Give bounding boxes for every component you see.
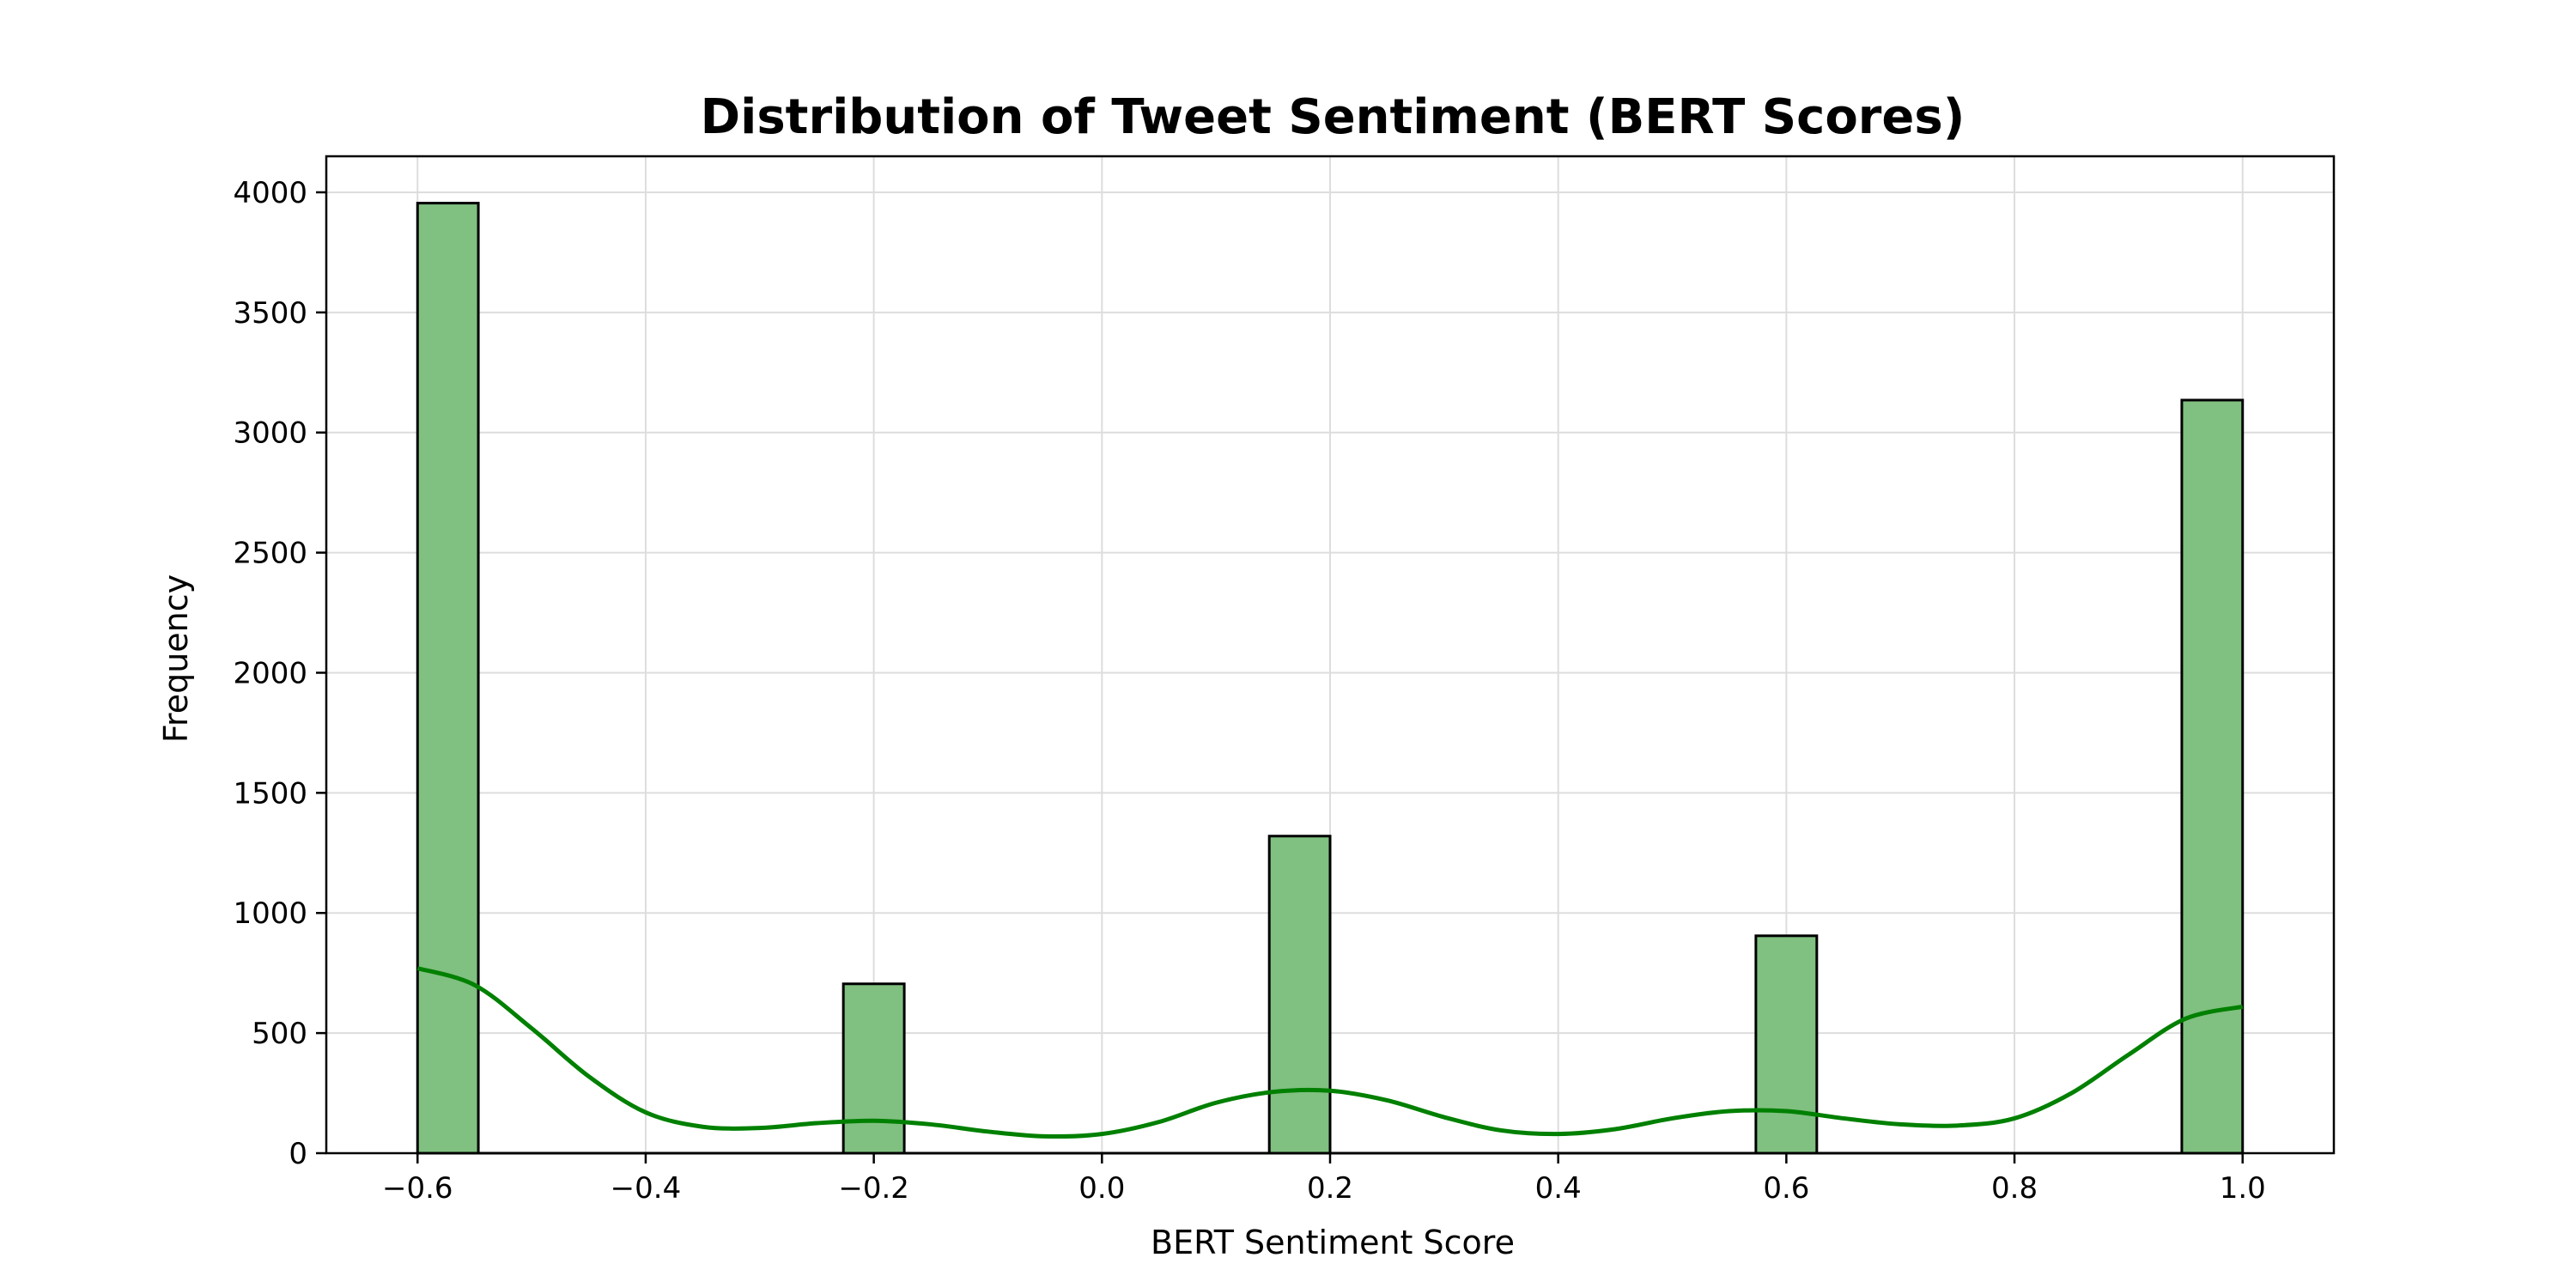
x-tick-label: 0.8 bbox=[1991, 1171, 2038, 1206]
y-tick-label: 500 bbox=[252, 1017, 307, 1051]
y-tick-label: 2000 bbox=[233, 656, 307, 690]
kde-curve bbox=[416, 966, 2244, 1139]
x-tick-label: −0.2 bbox=[838, 1171, 909, 1206]
x-axis-label: BERT Sentiment Score bbox=[1151, 1224, 1515, 1261]
x-axis-ticks: −0.6 −0.4 −0.2 0.0 0.2 0.4 0.6 0.8 1.0 bbox=[382, 1153, 2266, 1206]
histogram-bar bbox=[1754, 934, 1819, 1155]
y-tick-label: 3500 bbox=[233, 296, 307, 331]
y-tick-label: 2500 bbox=[233, 537, 307, 571]
kde-curve-group bbox=[416, 966, 2244, 1139]
x-tick-label: 1.0 bbox=[2220, 1171, 2266, 1206]
y-tick-label: 4000 bbox=[233, 176, 307, 210]
x-tick-label: 0.4 bbox=[1535, 1171, 1582, 1206]
y-axis-ticks: 0 500 1000 1500 2000 2500 3000 3500 4000 bbox=[233, 176, 326, 1171]
x-tick-label: −0.4 bbox=[611, 1171, 682, 1206]
histogram-bar bbox=[1267, 835, 1332, 1155]
x-tick-label: 0.6 bbox=[1763, 1171, 1809, 1206]
y-tick-label: 1500 bbox=[233, 776, 307, 811]
histogram-bars bbox=[416, 202, 2245, 1155]
chart-title: Distribution of Tweet Sentiment (BERT Sc… bbox=[701, 89, 1965, 145]
y-tick-label: 0 bbox=[289, 1137, 307, 1171]
histogram-bar bbox=[2180, 398, 2245, 1155]
y-tick-label: 3000 bbox=[233, 416, 307, 451]
y-axis-label: Frequency bbox=[157, 574, 195, 743]
x-tick-label: 0.0 bbox=[1078, 1171, 1125, 1206]
y-tick-label: 1000 bbox=[233, 896, 307, 931]
histogram-bar bbox=[416, 202, 480, 1155]
histogram-bar bbox=[841, 982, 906, 1155]
x-tick-label: 0.2 bbox=[1307, 1171, 1353, 1206]
x-tick-label: −0.6 bbox=[382, 1171, 453, 1206]
